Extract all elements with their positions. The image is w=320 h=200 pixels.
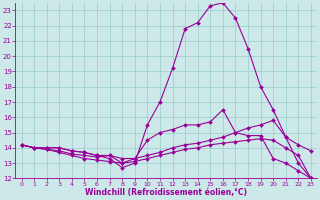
X-axis label: Windchill (Refroidissement éolien,°C): Windchill (Refroidissement éolien,°C) [85, 188, 247, 197]
